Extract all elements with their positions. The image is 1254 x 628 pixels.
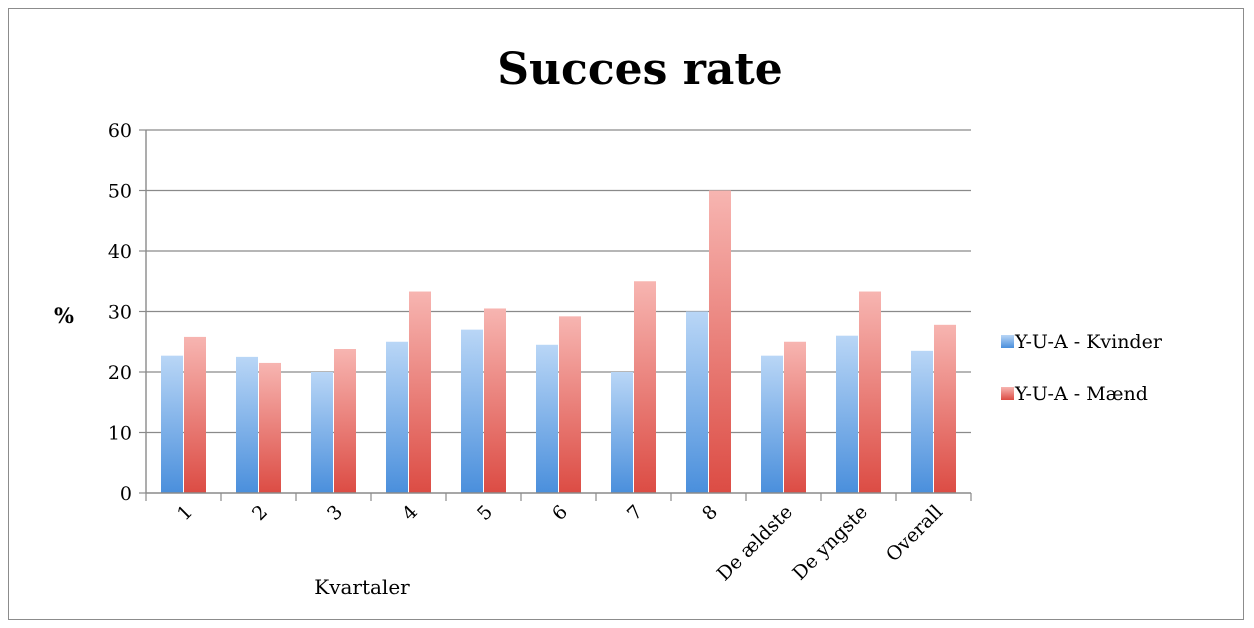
y-tick-label: 0	[120, 483, 132, 505]
legend-label: Y-U-A - Kvinder	[1014, 331, 1163, 353]
x-tick-label: 3	[323, 501, 347, 525]
bar-kvinder	[536, 344, 558, 493]
x-tick-label: 8	[698, 501, 722, 525]
bar-maend	[559, 316, 581, 493]
x-axis-label: Kvartaler	[314, 575, 410, 599]
legend-swatch	[1001, 387, 1014, 400]
bar-maend	[934, 324, 956, 493]
bar-kvinder	[236, 356, 258, 493]
bar-kvinder	[836, 335, 858, 493]
y-tick-labels: 0 10 20 30 40 50 60	[108, 120, 132, 505]
chart-title: Succes rate	[497, 44, 782, 95]
bar-maend	[784, 341, 806, 493]
bar-maend	[184, 336, 206, 493]
legend: Y-U-A - Kvinder Y-U-A - Mænd	[1001, 331, 1163, 405]
axes	[139, 129, 972, 501]
bars	[161, 190, 956, 493]
bar-kvinder	[311, 372, 333, 493]
x-tick-label: 5	[473, 501, 497, 525]
y-tick-label: 20	[108, 362, 132, 384]
bar-kvinder	[461, 329, 483, 493]
x-tick-label: Overall	[882, 501, 947, 566]
legend-swatch	[1001, 335, 1014, 348]
x-tick-label: 4	[398, 501, 422, 525]
chart-frame	[8, 8, 1244, 620]
y-tick-label: 30	[108, 302, 132, 324]
bar-maend	[709, 190, 731, 493]
bar-maend	[259, 362, 281, 493]
x-tick-label: De yngste	[788, 501, 872, 585]
y-tick-label: 10	[108, 423, 132, 445]
bar-kvinder	[611, 372, 633, 493]
bar-kvinder	[161, 355, 183, 493]
y-tick-label: 60	[108, 120, 132, 142]
bar-maend	[334, 349, 356, 493]
bar-kvinder	[686, 311, 708, 493]
x-tick-label: De ældste	[713, 501, 797, 585]
bar-maend	[634, 281, 656, 493]
gridlines	[146, 129, 971, 434]
y-tick-label: 50	[108, 181, 132, 203]
bar-maend	[859, 291, 881, 493]
bar-kvinder	[911, 350, 933, 493]
x-tick-label: 7	[623, 501, 647, 525]
x-tick-label: 1	[173, 501, 197, 525]
bar-maend	[409, 291, 431, 493]
y-tick-label: 40	[108, 241, 132, 263]
legend-label: Y-U-A - Mænd	[1014, 383, 1148, 405]
bar-maend	[484, 308, 506, 493]
x-tick-label: 6	[548, 501, 572, 525]
x-tick-label: 2	[248, 501, 272, 525]
y-axis-label: %	[54, 303, 74, 328]
bar-kvinder	[761, 355, 783, 493]
bar-kvinder	[386, 341, 408, 493]
